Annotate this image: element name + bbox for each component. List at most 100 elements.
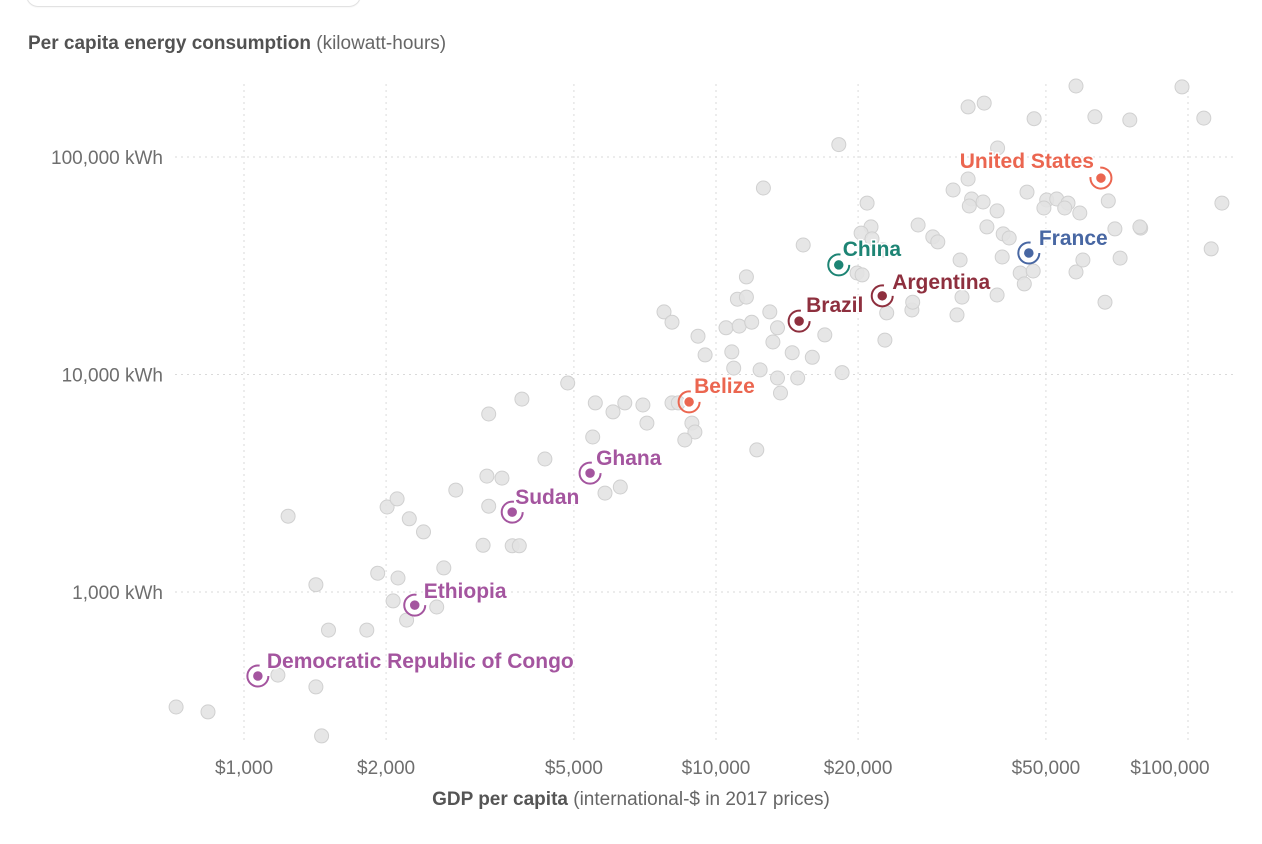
data-point[interactable] <box>494 470 510 486</box>
data-point[interactable] <box>790 370 806 386</box>
data-point[interactable] <box>314 728 330 744</box>
data-point[interactable] <box>597 485 613 501</box>
country-label[interactable]: Democratic Republic of Congo <box>265 648 575 674</box>
data-point[interactable] <box>879 305 895 321</box>
data-point[interactable] <box>961 198 977 214</box>
data-point[interactable] <box>834 365 850 381</box>
data-point[interactable] <box>952 252 968 268</box>
data-point[interactable] <box>280 508 296 524</box>
country-marker[interactable] <box>682 395 696 409</box>
data-point[interactable] <box>585 429 601 445</box>
data-point[interactable] <box>738 289 754 305</box>
data-point[interactable] <box>1107 221 1123 237</box>
data-point[interactable] <box>690 328 706 344</box>
data-point[interactable] <box>168 699 184 715</box>
data-point[interactable] <box>752 362 768 378</box>
data-point[interactable] <box>479 468 495 484</box>
data-point[interactable] <box>1016 276 1032 292</box>
country-marker[interactable] <box>1094 171 1108 185</box>
country-label[interactable]: Argentina <box>891 269 992 295</box>
country-label[interactable]: China <box>841 236 903 262</box>
data-point[interactable] <box>1087 109 1103 125</box>
data-point[interactable] <box>930 234 946 250</box>
data-point[interactable] <box>617 395 633 411</box>
country-marker[interactable] <box>583 466 597 480</box>
data-point[interactable] <box>738 269 754 285</box>
data-point[interactable] <box>321 622 336 638</box>
data-point[interactable] <box>905 294 921 310</box>
data-point[interactable] <box>448 482 464 498</box>
country-label[interactable]: Sudan <box>514 485 581 511</box>
data-point[interactable] <box>990 140 1006 156</box>
country-label[interactable]: United States <box>958 149 1095 175</box>
data-point[interactable] <box>1026 111 1042 127</box>
data-point[interactable] <box>560 375 576 391</box>
data-point[interactable] <box>1196 110 1212 126</box>
data-point[interactable] <box>436 560 452 576</box>
country-marker[interactable] <box>832 258 846 272</box>
data-point[interactable] <box>481 498 497 514</box>
data-point[interactable] <box>877 332 893 348</box>
data-point[interactable] <box>1072 205 1088 221</box>
data-point[interactable] <box>773 385 788 401</box>
data-point[interactable] <box>429 599 445 615</box>
data-point[interactable] <box>475 537 491 553</box>
data-point[interactable] <box>770 320 785 336</box>
data-point[interactable] <box>635 397 651 413</box>
data-point[interactable] <box>1122 112 1138 128</box>
data-point[interactable] <box>612 479 628 495</box>
data-point[interactable] <box>639 415 655 431</box>
data-point[interactable] <box>587 395 603 411</box>
data-point[interactable] <box>308 577 324 593</box>
data-point[interactable] <box>979 219 995 235</box>
data-point[interactable] <box>511 538 527 554</box>
data-point[interactable] <box>390 570 406 586</box>
data-point[interactable] <box>1132 219 1148 235</box>
data-point[interactable] <box>718 320 734 336</box>
data-point[interactable] <box>359 622 375 638</box>
country-marker[interactable] <box>505 505 519 519</box>
data-point[interactable] <box>945 182 961 198</box>
country-marker[interactable] <box>1022 246 1036 260</box>
data-point[interactable] <box>1025 263 1041 279</box>
data-point[interactable] <box>370 565 386 581</box>
data-point[interactable] <box>656 304 672 320</box>
data-point[interactable] <box>379 499 395 515</box>
data-point[interactable] <box>664 314 680 330</box>
data-point[interactable] <box>1097 294 1113 310</box>
data-point[interactable] <box>831 137 847 153</box>
country-label[interactable]: France <box>1037 225 1109 251</box>
data-point[interactable] <box>989 287 1005 303</box>
country-marker[interactable] <box>408 598 421 612</box>
data-point[interactable] <box>697 347 713 363</box>
data-point[interactable] <box>726 360 742 376</box>
data-point[interactable] <box>910 217 926 233</box>
data-point[interactable] <box>514 391 530 407</box>
country-label[interactable]: Ghana <box>595 446 664 472</box>
data-point[interactable] <box>1112 250 1128 266</box>
data-point[interactable] <box>270 667 286 683</box>
data-point[interactable] <box>762 304 778 320</box>
data-point[interactable] <box>960 171 976 187</box>
data-point[interactable] <box>804 349 820 365</box>
data-point[interactable] <box>1001 230 1017 246</box>
data-point[interactable] <box>875 242 891 258</box>
country-label[interactable]: Belize <box>693 373 757 399</box>
data-point[interactable] <box>749 442 765 458</box>
data-point[interactable] <box>994 249 1010 265</box>
data-point[interactable] <box>1075 252 1091 268</box>
data-point[interactable] <box>416 524 431 540</box>
country-label[interactable]: Ethiopia <box>422 579 508 605</box>
data-point[interactable] <box>308 679 324 695</box>
data-point[interactable] <box>755 180 771 196</box>
data-point[interactable] <box>1100 193 1116 209</box>
data-point[interactable] <box>954 289 970 305</box>
data-point[interactable] <box>389 491 405 507</box>
data-point[interactable] <box>1057 200 1073 216</box>
data-point[interactable] <box>1068 264 1084 280</box>
data-point[interactable] <box>765 334 781 350</box>
data-point[interactable] <box>949 307 965 323</box>
data-point[interactable] <box>401 511 417 527</box>
country-label[interactable]: Brazil <box>805 293 865 319</box>
data-point[interactable] <box>481 406 497 422</box>
